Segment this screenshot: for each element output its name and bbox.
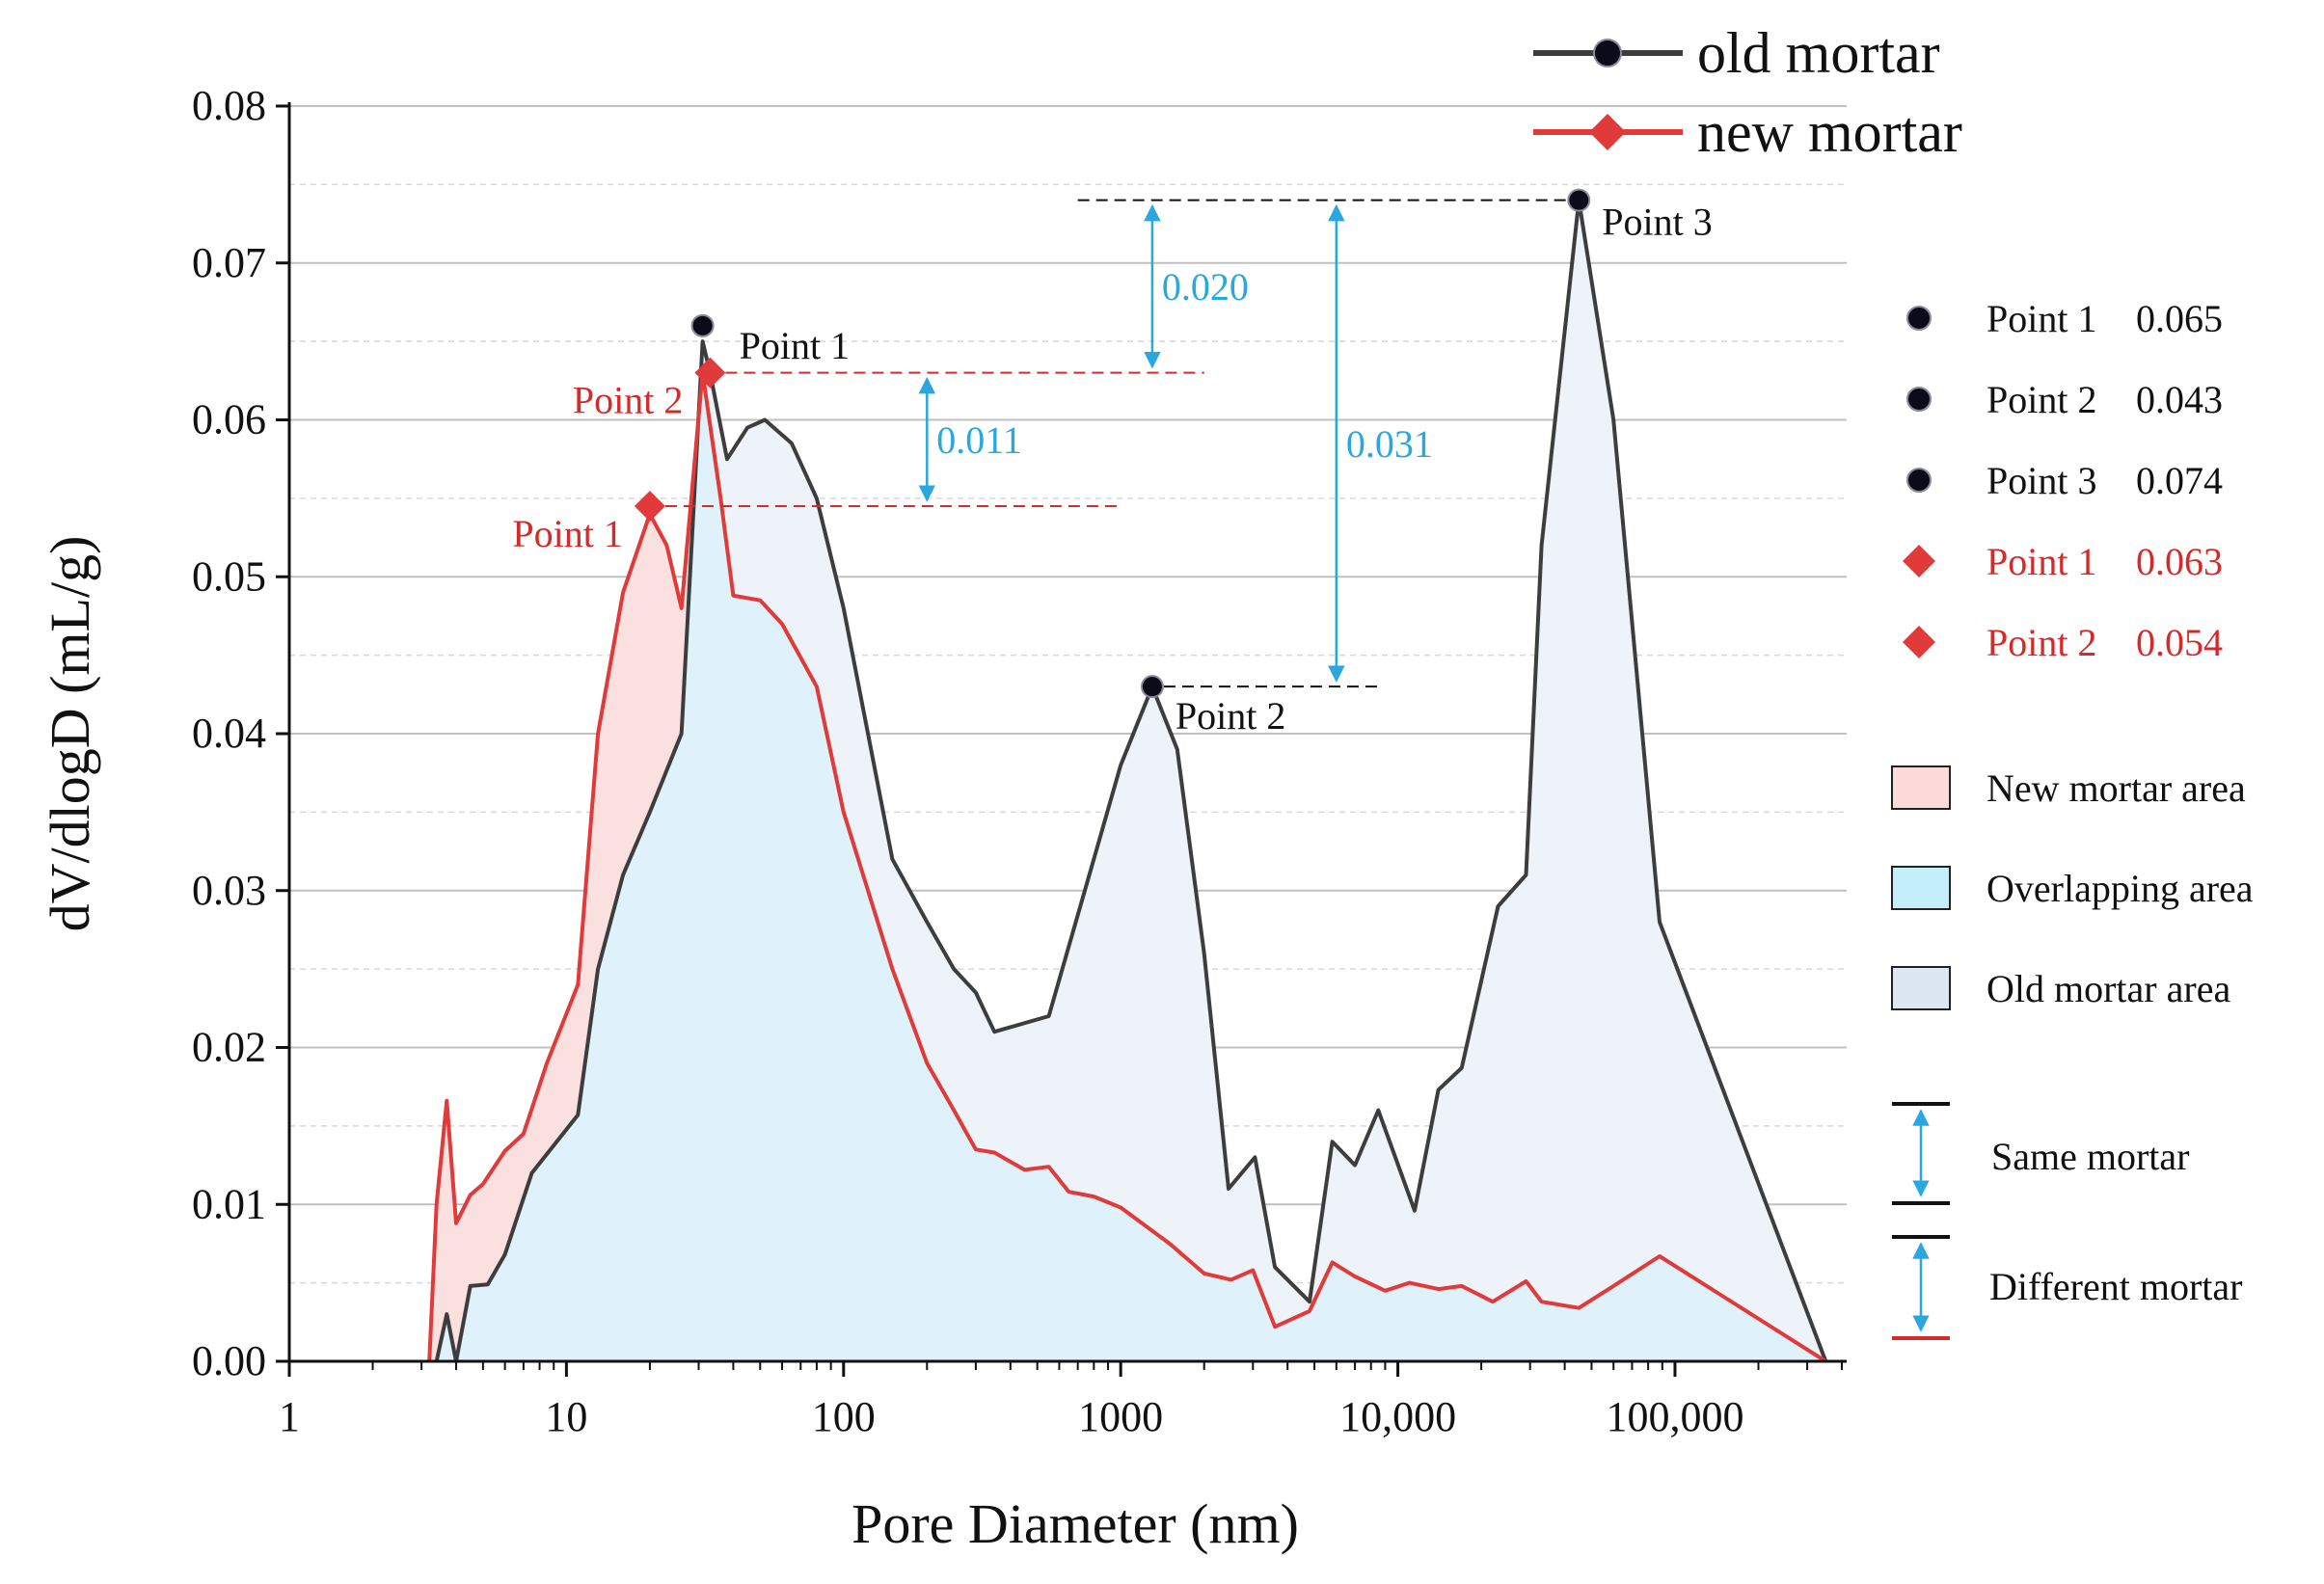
legend-series-label: new mortar <box>1697 100 1962 164</box>
difference-label: 0.011 <box>936 418 1022 462</box>
legend-series-label: old mortar <box>1697 21 1940 85</box>
legend-area-swatch <box>1891 765 1951 810</box>
peak-label: Point 2 <box>573 379 683 422</box>
axes: 0.00 0.01 0.02 0.03 0.04 0.05 0.06 0.07 0.08 1 10 1… <box>39 82 1847 1555</box>
x-tick-label: 10,000 <box>1339 1393 1456 1440</box>
peak-label: Point 2 <box>1176 694 1285 738</box>
legend-point-icon <box>1906 468 1932 493</box>
x-tick-label: 100 <box>812 1393 876 1440</box>
y-tick-label: 0.03 <box>192 867 266 914</box>
legend-point-label: Point 2 <box>1986 378 2096 421</box>
legend-area-swatch <box>1891 966 1951 1010</box>
legend-point-label: Point 1 <box>1986 297 2096 340</box>
x-axis-title: Pore Diameter (nm) <box>851 1492 1299 1555</box>
y-tick-label: 0.02 <box>192 1024 266 1071</box>
legend: old mortar new mortar Point 1 0.065 Point 2 0… <box>1533 21 2254 1340</box>
y-tick-label: 0.04 <box>192 710 266 757</box>
legend-point-icon <box>1906 306 1932 331</box>
x-tick-label: 1 <box>279 1393 300 1440</box>
x-tick-label: 100,000 <box>1606 1393 1743 1440</box>
y-tick-label: 0.00 <box>192 1337 266 1384</box>
legend-area-swatch <box>1891 866 1951 910</box>
y-tick-label: 0.06 <box>192 396 266 443</box>
legend-point-value: 0.063 <box>2136 540 2223 583</box>
y-tick-label: 0.08 <box>192 82 266 129</box>
legend-point-value: 0.065 <box>2136 297 2223 340</box>
legend-arrow-label: Same mortar <box>1991 1135 2190 1178</box>
legend-area-label: New mortar area <box>1986 766 2246 810</box>
new-peak-marker <box>634 491 665 523</box>
old-mortar-line <box>434 198 1828 1363</box>
y-tick-label: 0.05 <box>192 552 266 600</box>
legend-circle-icon <box>1593 39 1622 67</box>
annotations: Point 1 Point 2 Point 3 Point 1 Point 2 0.011… <box>512 188 1713 738</box>
legend-arrow-label: Different mortar <box>1989 1265 2242 1308</box>
new-peak-marker <box>694 357 726 389</box>
x-tick-label: 1000 <box>1078 1393 1163 1440</box>
legend-area-label: Overlapping area <box>1986 867 2254 910</box>
legend-point-value: 0.043 <box>2136 378 2223 421</box>
difference-label: 0.020 <box>1162 265 1249 309</box>
legend-point-label: Point 3 <box>1986 459 2096 502</box>
legend-area-label: Old mortar area <box>1986 967 2230 1010</box>
difference-label: 0.031 <box>1346 422 1433 466</box>
y-tick-label: 0.01 <box>192 1180 266 1227</box>
legend-point-value: 0.074 <box>2136 459 2223 502</box>
area-fills <box>429 200 1826 1361</box>
old-peak-marker <box>690 313 715 337</box>
legend-point-label: Point 1 <box>1986 540 2096 583</box>
legend-point-icon <box>1906 387 1932 412</box>
x-tick-label: 10 <box>545 1393 587 1440</box>
legend-diamond-icon <box>1589 114 1626 150</box>
legend-point-value: 0.054 <box>2136 621 2223 664</box>
old-peak-marker <box>1567 188 1591 212</box>
legend-point-icon <box>1903 626 1935 658</box>
legend-point-icon <box>1903 545 1935 577</box>
peak-label: Point 3 <box>1602 201 1712 244</box>
old-peak-marker <box>1140 675 1164 699</box>
peak-label: Point 1 <box>512 512 622 555</box>
new-mortar-line <box>427 370 1827 1363</box>
legend-point-label: Point 2 <box>1986 621 2096 664</box>
y-tick-label: 0.07 <box>192 239 266 286</box>
peak-label: Point 1 <box>740 324 850 367</box>
y-axis-title: dV/dlogD (mL/g) <box>39 536 101 932</box>
series-lines <box>427 198 1828 1363</box>
